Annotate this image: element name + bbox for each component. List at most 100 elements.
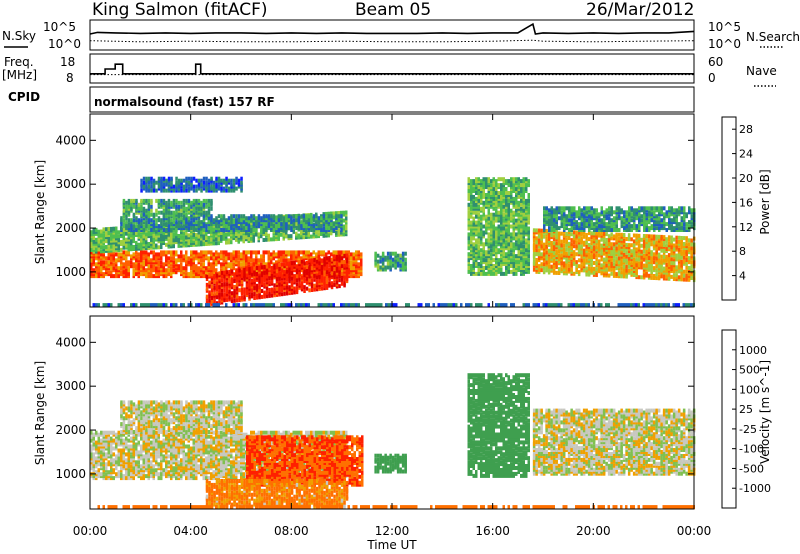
heatmap-cell	[475, 271, 478, 276]
heatmap-cell	[288, 275, 291, 280]
heatmap-cell	[213, 279, 216, 284]
heatmap-cell	[282, 216, 286, 221]
heatmap-cell	[205, 210, 208, 215]
heatmap-cell	[537, 238, 541, 243]
heatmap-cell	[270, 273, 274, 278]
heatmap-cell	[255, 283, 259, 288]
heatmap-cell	[232, 220, 236, 225]
heatmap-cell	[315, 279, 319, 284]
heatmap-cell	[295, 286, 299, 291]
heatmap-cell	[585, 258, 588, 263]
heatmap-cell	[162, 198, 166, 203]
heatmap-cell	[237, 178, 241, 183]
heatmap-cell	[302, 258, 305, 263]
heatmap-cell	[105, 260, 108, 265]
heatmap-cell	[240, 262, 243, 267]
heatmap-cell	[305, 250, 308, 255]
heatmap-cell	[248, 280, 251, 285]
heatmap-cell	[342, 232, 345, 237]
cpid-panel-frame	[89, 86, 695, 113]
heatmap-cell	[577, 238, 581, 243]
heatmap-cell	[150, 180, 153, 185]
program-name: normalsound (fast) 157 RF	[94, 95, 275, 109]
heatmap-cell	[140, 188, 143, 193]
heatmap-cell	[320, 250, 323, 255]
heatmap-cell	[340, 264, 344, 269]
heatmap-cell	[537, 264, 541, 269]
heatmap-cell	[92, 258, 95, 263]
heatmap-cell	[333, 271, 336, 275]
heatmap-cell	[120, 270, 123, 275]
heatmap-cell	[335, 211, 338, 216]
heatmap-cell	[265, 222, 268, 227]
heatmap-cell	[330, 271, 334, 276]
heatmap-cell	[155, 266, 158, 271]
heatmap-cell	[122, 198, 126, 203]
heatmap-cell	[386, 255, 390, 260]
heatmap-cell	[495, 244, 498, 249]
heatmap-cell	[477, 220, 480, 225]
heatmap-cell	[180, 224, 183, 229]
heatmap-cell	[485, 214, 488, 219]
heatmap-cell	[515, 232, 518, 237]
heatmap-cell	[379, 265, 382, 270]
heatmap-cell	[470, 240, 473, 245]
heatmap-cell	[220, 278, 224, 283]
heatmap-cell	[207, 208, 211, 213]
heatmap-cell	[237, 182, 241, 187]
heatmap-cell	[510, 177, 513, 182]
heatmap-cell	[347, 250, 350, 255]
heatmap-cell	[140, 198, 143, 203]
heatmap-cell	[180, 188, 183, 193]
heatmap-cell	[125, 250, 128, 255]
heatmap-cell	[512, 183, 515, 188]
heatmap-cell	[250, 236, 253, 241]
heatmap-cell	[130, 260, 133, 265]
heatmap-cell	[565, 251, 568, 256]
heatmap-cell	[328, 267, 331, 272]
heatmap-cell	[527, 234, 530, 239]
heatmap-cell	[110, 226, 113, 231]
heatmap-cell	[182, 202, 186, 207]
heatmap-cell	[227, 216, 231, 221]
heatmap-cell	[328, 255, 331, 260]
heatmap-cell	[295, 226, 298, 231]
heatmap-cell	[180, 235, 183, 240]
heatmap-cell	[517, 212, 520, 217]
heatmap-cell	[167, 230, 170, 235]
heatmap-cell	[172, 250, 175, 255]
heatmap-cell	[300, 214, 303, 219]
heatmap-cell	[610, 271, 613, 276]
heatmap-cell	[497, 191, 500, 195]
heatmap-cell	[515, 208, 518, 213]
heatmap-cell	[235, 214, 238, 219]
heatmap-cell	[272, 224, 276, 229]
heatmap-cell	[142, 250, 145, 255]
heatmap-cell	[150, 212, 153, 217]
heatmap-cell	[500, 236, 503, 241]
heatmap-cell	[575, 244, 578, 249]
heatmap-cell	[140, 238, 143, 243]
heatmap-cell	[90, 230, 93, 235]
heatmap-cell	[182, 184, 186, 189]
heatmap-cell	[248, 275, 251, 279]
heatmap-cell	[200, 262, 203, 267]
heatmap-cell	[197, 220, 201, 225]
heatmap-cell	[345, 210, 348, 215]
heatmap-cell	[525, 228, 528, 233]
heatmap-cell	[233, 288, 236, 293]
heatmap-cell	[185, 272, 188, 277]
heatmap-cell	[497, 177, 500, 182]
heatmap-cell	[527, 183, 530, 188]
heatmap-cell	[240, 287, 244, 292]
heatmap-cell	[307, 218, 311, 223]
heatmap-cell	[262, 250, 265, 255]
heatmap-cell	[470, 189, 473, 193]
heatmap-cell	[535, 236, 538, 241]
heatmap-cell	[280, 232, 283, 237]
heatmap-cell	[525, 238, 528, 243]
heatmap-cell	[187, 256, 190, 261]
heatmap-cell	[107, 236, 110, 241]
heatmap-cell	[195, 188, 198, 193]
heatmap-cell	[520, 234, 523, 239]
